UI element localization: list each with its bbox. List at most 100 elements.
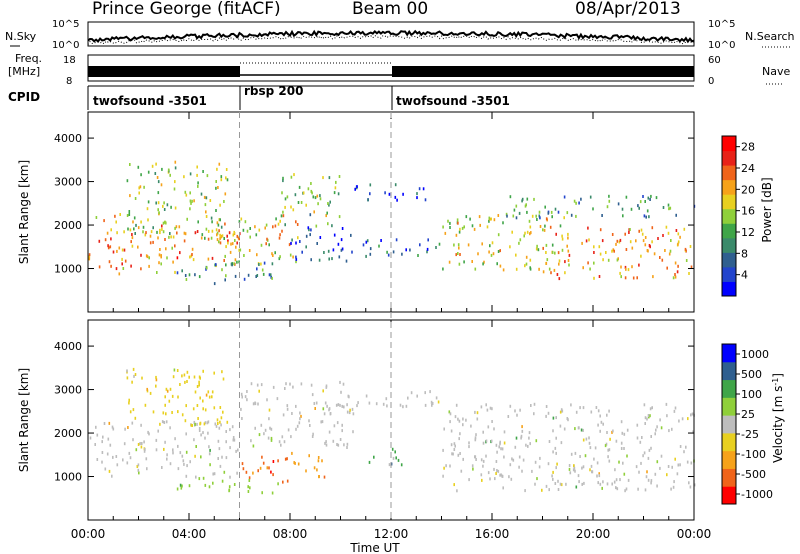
data-cell [204,408,207,412]
data-cell [606,413,608,417]
data-cell [616,239,619,243]
data-cell [195,475,197,479]
data-cell [169,426,171,430]
data-cell [301,250,303,254]
data-cell [185,193,188,197]
y-tick-label: 1000 [54,263,82,276]
data-cell [154,172,157,175]
data-cell [181,374,183,378]
data-cell [457,417,459,421]
data-cell [515,436,518,440]
data-cell [544,224,546,228]
data-cell [607,258,610,262]
data-cell [555,451,557,455]
data-cell [276,397,279,401]
data-cell [568,464,571,467]
data-cell [593,261,595,265]
data-cell [108,469,111,473]
data-cell [507,415,510,418]
data-cell [202,170,204,173]
data-cell [177,467,180,471]
data-cell [431,402,434,405]
data-cell [343,443,345,447]
data-cell [284,387,286,390]
data-cell [600,420,603,424]
data-cell [321,459,323,463]
data-cell [537,248,540,252]
data-cell [127,426,129,429]
data-cell [313,210,315,214]
power-colorbar-label: Power [dB] [760,177,774,242]
data-cell [123,248,126,252]
data-cell [150,230,153,234]
data-cell [525,203,527,207]
data-cell [133,374,135,378]
data-cell [561,237,564,241]
data-cell [679,463,681,467]
data-cell [143,449,146,453]
data-cell [460,469,463,473]
data-cell [519,408,521,412]
data-cell [341,404,343,408]
data-cell [300,201,303,204]
data-cell [365,394,368,398]
data-cell [480,473,483,477]
data-cell [529,232,531,236]
data-cell [581,466,583,470]
data-cell [552,416,555,420]
data-cell [316,242,318,245]
data-cell [291,238,293,242]
data-cell [378,244,380,248]
data-cell [575,201,577,205]
data-cell [591,470,594,474]
data-cell [526,197,529,201]
data-cell [391,447,394,451]
data-cell [219,241,222,245]
data-cell [185,450,188,454]
data-cell [601,214,603,217]
data-cell [590,410,593,414]
colorbar-tick-label: 8 [741,247,748,260]
x-tick-label: 08:00 [273,527,308,541]
data-cell [639,200,642,204]
data-cell [160,262,162,266]
power-y-ticks: 1000 2000 3000 4000 [54,132,694,276]
data-cell [103,219,105,223]
data-cell [219,420,221,424]
data-cell [575,214,577,218]
data-cell [110,237,112,241]
data-cell [477,252,479,256]
data-cell [216,167,218,171]
colorbar-band [722,397,736,416]
data-cell [662,234,664,237]
data-cell [619,238,622,242]
data-cell [269,426,271,430]
data-cell [115,455,118,458]
data-cell [328,203,330,207]
data-cell [468,441,470,445]
data-cell [593,457,595,461]
data-cell [552,477,554,481]
data-cell [333,191,336,195]
data-cell [170,235,172,239]
data-cell [246,390,248,393]
freq-right-tick-top: 60 [708,55,721,66]
data-cell [244,395,247,399]
data-cell [221,479,224,483]
data-cell [322,389,324,393]
data-cell [488,250,490,254]
data-cell [145,457,148,461]
data-cell [519,238,522,242]
data-cell [141,442,143,445]
data-cell [638,470,640,474]
data-cell [459,253,461,256]
data-cell [119,213,121,216]
data-cell [496,450,498,454]
data-cell [341,429,343,433]
data-cell [272,385,275,389]
data-cell [644,236,647,239]
data-cell [185,432,187,436]
data-cell [611,430,613,434]
data-cell [332,439,335,443]
data-cell [515,253,517,257]
